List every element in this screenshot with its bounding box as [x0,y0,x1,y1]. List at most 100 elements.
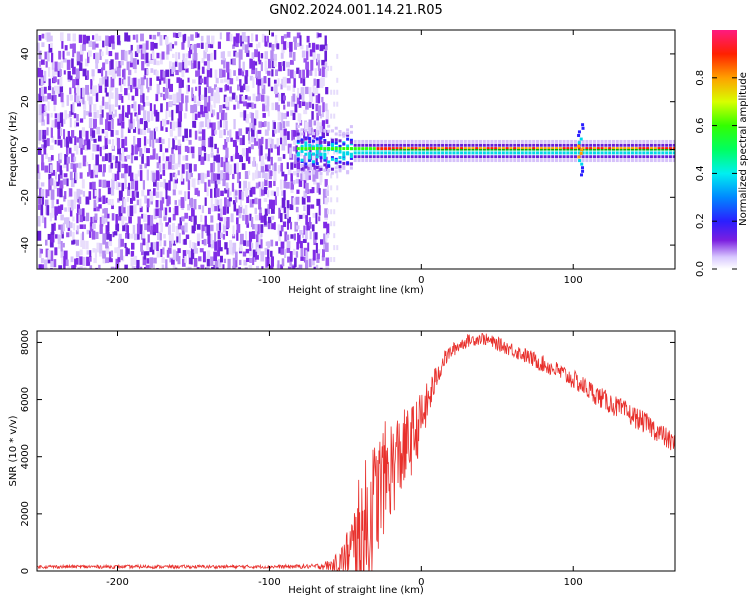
heatmap-cell [95,43,99,48]
heatmap-cell [58,265,63,269]
heatmap-cell [140,84,144,96]
heatmap-cell [143,121,146,130]
heatmap-cell [187,36,190,48]
heatmap-cell [300,256,304,261]
heatmap-cell [353,147,357,151]
heatmap-cell [309,70,313,76]
heatmap-cell [116,247,121,258]
heatmap-cell [291,129,295,141]
heatmap-cell [338,133,342,137]
heatmap-cell [277,165,281,174]
heatmap-cell [72,216,75,222]
heatmap-cell [283,95,286,101]
heatmap-cell [296,157,300,161]
heatmap-cell [460,147,464,151]
heatmap-cell [53,105,56,112]
heatmap-cell [223,128,226,136]
heatmap-cell [206,102,211,112]
heatmap-cell [305,215,308,225]
heatmap-cell [219,247,223,252]
heatmap-cell [65,146,69,155]
heatmap-cell [177,126,182,137]
heatmap-cell [48,173,52,180]
heatmap-cell [258,181,261,187]
heatmap-cell [316,32,319,39]
heatmap-cell [323,139,327,143]
heatmap-cell [589,155,593,159]
heatmap-cell [220,206,223,218]
heatmap-cell [134,87,139,97]
heatmap-cell [254,137,259,146]
heatmap-cell [67,130,70,142]
heatmap-cell [316,79,320,88]
heatmap-cell [127,76,131,86]
heatmap-cell [536,147,540,151]
heatmap-cell [177,118,182,128]
heatmap-cell [60,204,64,211]
heatmap-cell [136,44,141,54]
heatmap-cell [130,112,133,124]
heatmap-cell [216,223,221,231]
heatmap-cell [634,143,638,147]
heatmap-cell [554,149,558,151]
heatmap-cell [66,178,69,187]
heatmap-cell [566,143,570,147]
heatmap-cell [171,233,174,244]
heatmap-cell [308,143,312,147]
heatmap-cell [505,147,509,151]
heatmap-cell [185,162,189,170]
heatmap-cell [286,247,291,253]
heatmap-cell [50,268,53,269]
heatmap-cell [596,155,600,159]
heatmap-cell [102,164,106,173]
heatmap-cell [168,78,171,89]
heatmap-cell [201,129,206,140]
heatmap-cell [115,130,119,136]
heatmap-cell [308,119,313,128]
heatmap-cell [81,231,84,241]
heatmap-cell [259,155,262,162]
heatmap-cell [143,251,147,260]
heatmap-cell [312,171,316,182]
heatmap-cell [38,187,42,196]
spectrogram-x-label: Height of straight line (km) [288,285,424,296]
heatmap-cell [444,151,448,155]
heatmap-cell [302,238,307,243]
heatmap-cell [180,173,184,182]
heatmap-cell [281,190,285,196]
heatmap-cell [509,149,513,151]
heatmap-cell [253,118,257,126]
heatmap-cell [334,138,338,142]
heatmap-cell [324,242,329,252]
heatmap-cell [260,94,265,102]
heatmap-cell [162,93,166,101]
heatmap-cell [532,151,536,155]
heatmap-cell [414,143,418,147]
heatmap-cell [191,242,196,250]
heatmap-cell [437,147,441,151]
heatmap-cell [661,147,665,151]
heatmap-cell [330,157,334,161]
heatmap-cell [334,126,338,130]
heatmap-cell [300,128,304,132]
heatmap-cell [55,234,58,239]
heatmap-cell [399,143,403,147]
heatmap-cell [342,166,346,170]
heatmap-cell [253,103,257,109]
heatmap-cell [86,229,91,235]
heatmap-cell [38,50,42,60]
heatmap-cell [185,171,190,182]
heatmap-cell [128,50,133,55]
heatmap-cell [295,225,300,230]
heatmap-cell [441,151,445,155]
heatmap-cell [89,102,92,113]
heatmap-cell [581,151,585,155]
heatmap-cell [311,169,315,173]
heatmap-cell [142,256,147,266]
heatmap-cell [494,143,498,147]
heatmap-cell [111,198,114,206]
heatmap-cell [308,158,312,162]
heatmap-cell [317,249,321,254]
heatmap-cell [45,61,48,68]
heatmap-cell [300,140,304,144]
